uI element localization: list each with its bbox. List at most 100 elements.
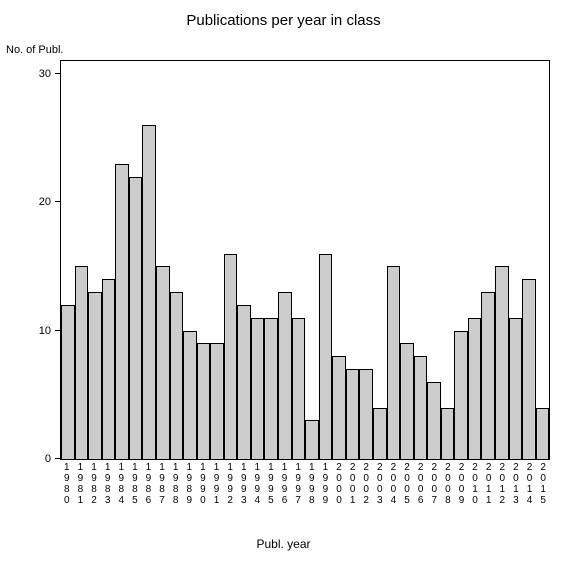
x-tick-label: 1984 <box>114 462 128 506</box>
x-tick-label: 2014 <box>523 462 537 506</box>
bar-slot <box>237 61 251 459</box>
x-tick-label: 2000 <box>332 462 346 506</box>
bar <box>332 356 346 459</box>
bar-slot <box>102 61 116 459</box>
plot-area: 0102030 <box>60 60 550 460</box>
bar <box>129 177 143 459</box>
bar-slot <box>319 61 333 459</box>
x-tick-label: 2006 <box>414 462 428 506</box>
x-tick-label: 1983 <box>101 462 115 506</box>
bar-slot <box>509 61 523 459</box>
x-tick-label: 1993 <box>237 462 251 506</box>
bar <box>373 408 387 459</box>
bar-slot <box>441 61 455 459</box>
x-tick-label: 1987 <box>155 462 169 506</box>
bar-slot <box>183 61 197 459</box>
bar-slot <box>115 61 129 459</box>
bar-slot <box>75 61 89 459</box>
bar <box>102 279 116 459</box>
bar <box>319 254 333 459</box>
x-tick-label: 2003 <box>373 462 387 506</box>
bar <box>536 408 550 459</box>
x-tick-label: 2004 <box>387 462 401 506</box>
chart-title: Publications per year in class <box>0 12 567 29</box>
bar <box>115 164 129 459</box>
x-tick-label: 1999 <box>319 462 333 506</box>
bar <box>224 254 238 459</box>
x-tick-label: 2009 <box>455 462 469 506</box>
bar <box>495 266 509 459</box>
chart-container: Publications per year in class No. of Pu… <box>0 0 567 567</box>
x-tick-label: 1985 <box>128 462 142 506</box>
bar <box>170 292 184 459</box>
x-tick-label: 1990 <box>196 462 210 506</box>
y-tick-label: 30 <box>39 68 61 80</box>
y-tick-mark <box>55 458 61 459</box>
y-tick-mark <box>55 201 61 202</box>
x-tick-label: 2010 <box>468 462 482 506</box>
bar-slot <box>427 61 441 459</box>
x-tick-label: 1995 <box>264 462 278 506</box>
bar <box>481 292 495 459</box>
bar-slot <box>468 61 482 459</box>
bar <box>441 408 455 459</box>
bar-slot <box>129 61 143 459</box>
bar <box>237 305 251 459</box>
bar <box>197 343 211 459</box>
y-tick-mark <box>55 73 61 74</box>
bar <box>142 125 156 459</box>
bar <box>414 356 428 459</box>
bar <box>75 266 89 459</box>
bar-slot <box>495 61 509 459</box>
x-tick-label: 1986 <box>142 462 156 506</box>
x-tick-label: 1989 <box>182 462 196 506</box>
bar <box>210 343 224 459</box>
bar <box>305 420 319 459</box>
bar-slot <box>373 61 387 459</box>
x-tick-label: 2007 <box>427 462 441 506</box>
bar-slot <box>142 61 156 459</box>
bar-slot <box>210 61 224 459</box>
bar-slot <box>400 61 414 459</box>
bar-slot <box>278 61 292 459</box>
bar-slot <box>359 61 373 459</box>
bar-slot <box>224 61 238 459</box>
bar <box>359 369 373 459</box>
y-tick-label: 0 <box>45 453 61 465</box>
bar <box>61 305 75 459</box>
bar-slot <box>197 61 211 459</box>
bar-slot <box>170 61 184 459</box>
x-tick-label: 1998 <box>305 462 319 506</box>
x-tick-label: 1991 <box>210 462 224 506</box>
x-tick-label: 1982 <box>87 462 101 506</box>
bar <box>522 279 536 459</box>
bar <box>454 331 468 459</box>
bar-slot <box>454 61 468 459</box>
bar-slot <box>156 61 170 459</box>
x-tick-label: 2011 <box>482 462 496 506</box>
bar <box>183 331 197 459</box>
bar-slot <box>481 61 495 459</box>
bar-slot <box>251 61 265 459</box>
bar-slot <box>292 61 306 459</box>
x-tick-label: 2015 <box>536 462 550 506</box>
x-tick-labels: 1980198119821983198419851986198719881989… <box>60 462 550 506</box>
bar <box>292 318 306 459</box>
bar-slot <box>387 61 401 459</box>
x-tick-label: 1981 <box>74 462 88 506</box>
bar-slot <box>522 61 536 459</box>
y-axis-label: No. of Publ. <box>6 44 63 56</box>
bar <box>468 318 482 459</box>
x-tick-label: 1980 <box>60 462 74 506</box>
bar <box>156 266 170 459</box>
bar-slot <box>88 61 102 459</box>
y-tick-mark <box>55 330 61 331</box>
x-tick-label: 2002 <box>359 462 373 506</box>
bar <box>509 318 523 459</box>
x-tick-label: 2005 <box>400 462 414 506</box>
bar <box>88 292 102 459</box>
bar <box>251 318 265 459</box>
y-tick-label: 20 <box>39 196 61 208</box>
bar-slot <box>332 61 346 459</box>
bar-slot <box>264 61 278 459</box>
